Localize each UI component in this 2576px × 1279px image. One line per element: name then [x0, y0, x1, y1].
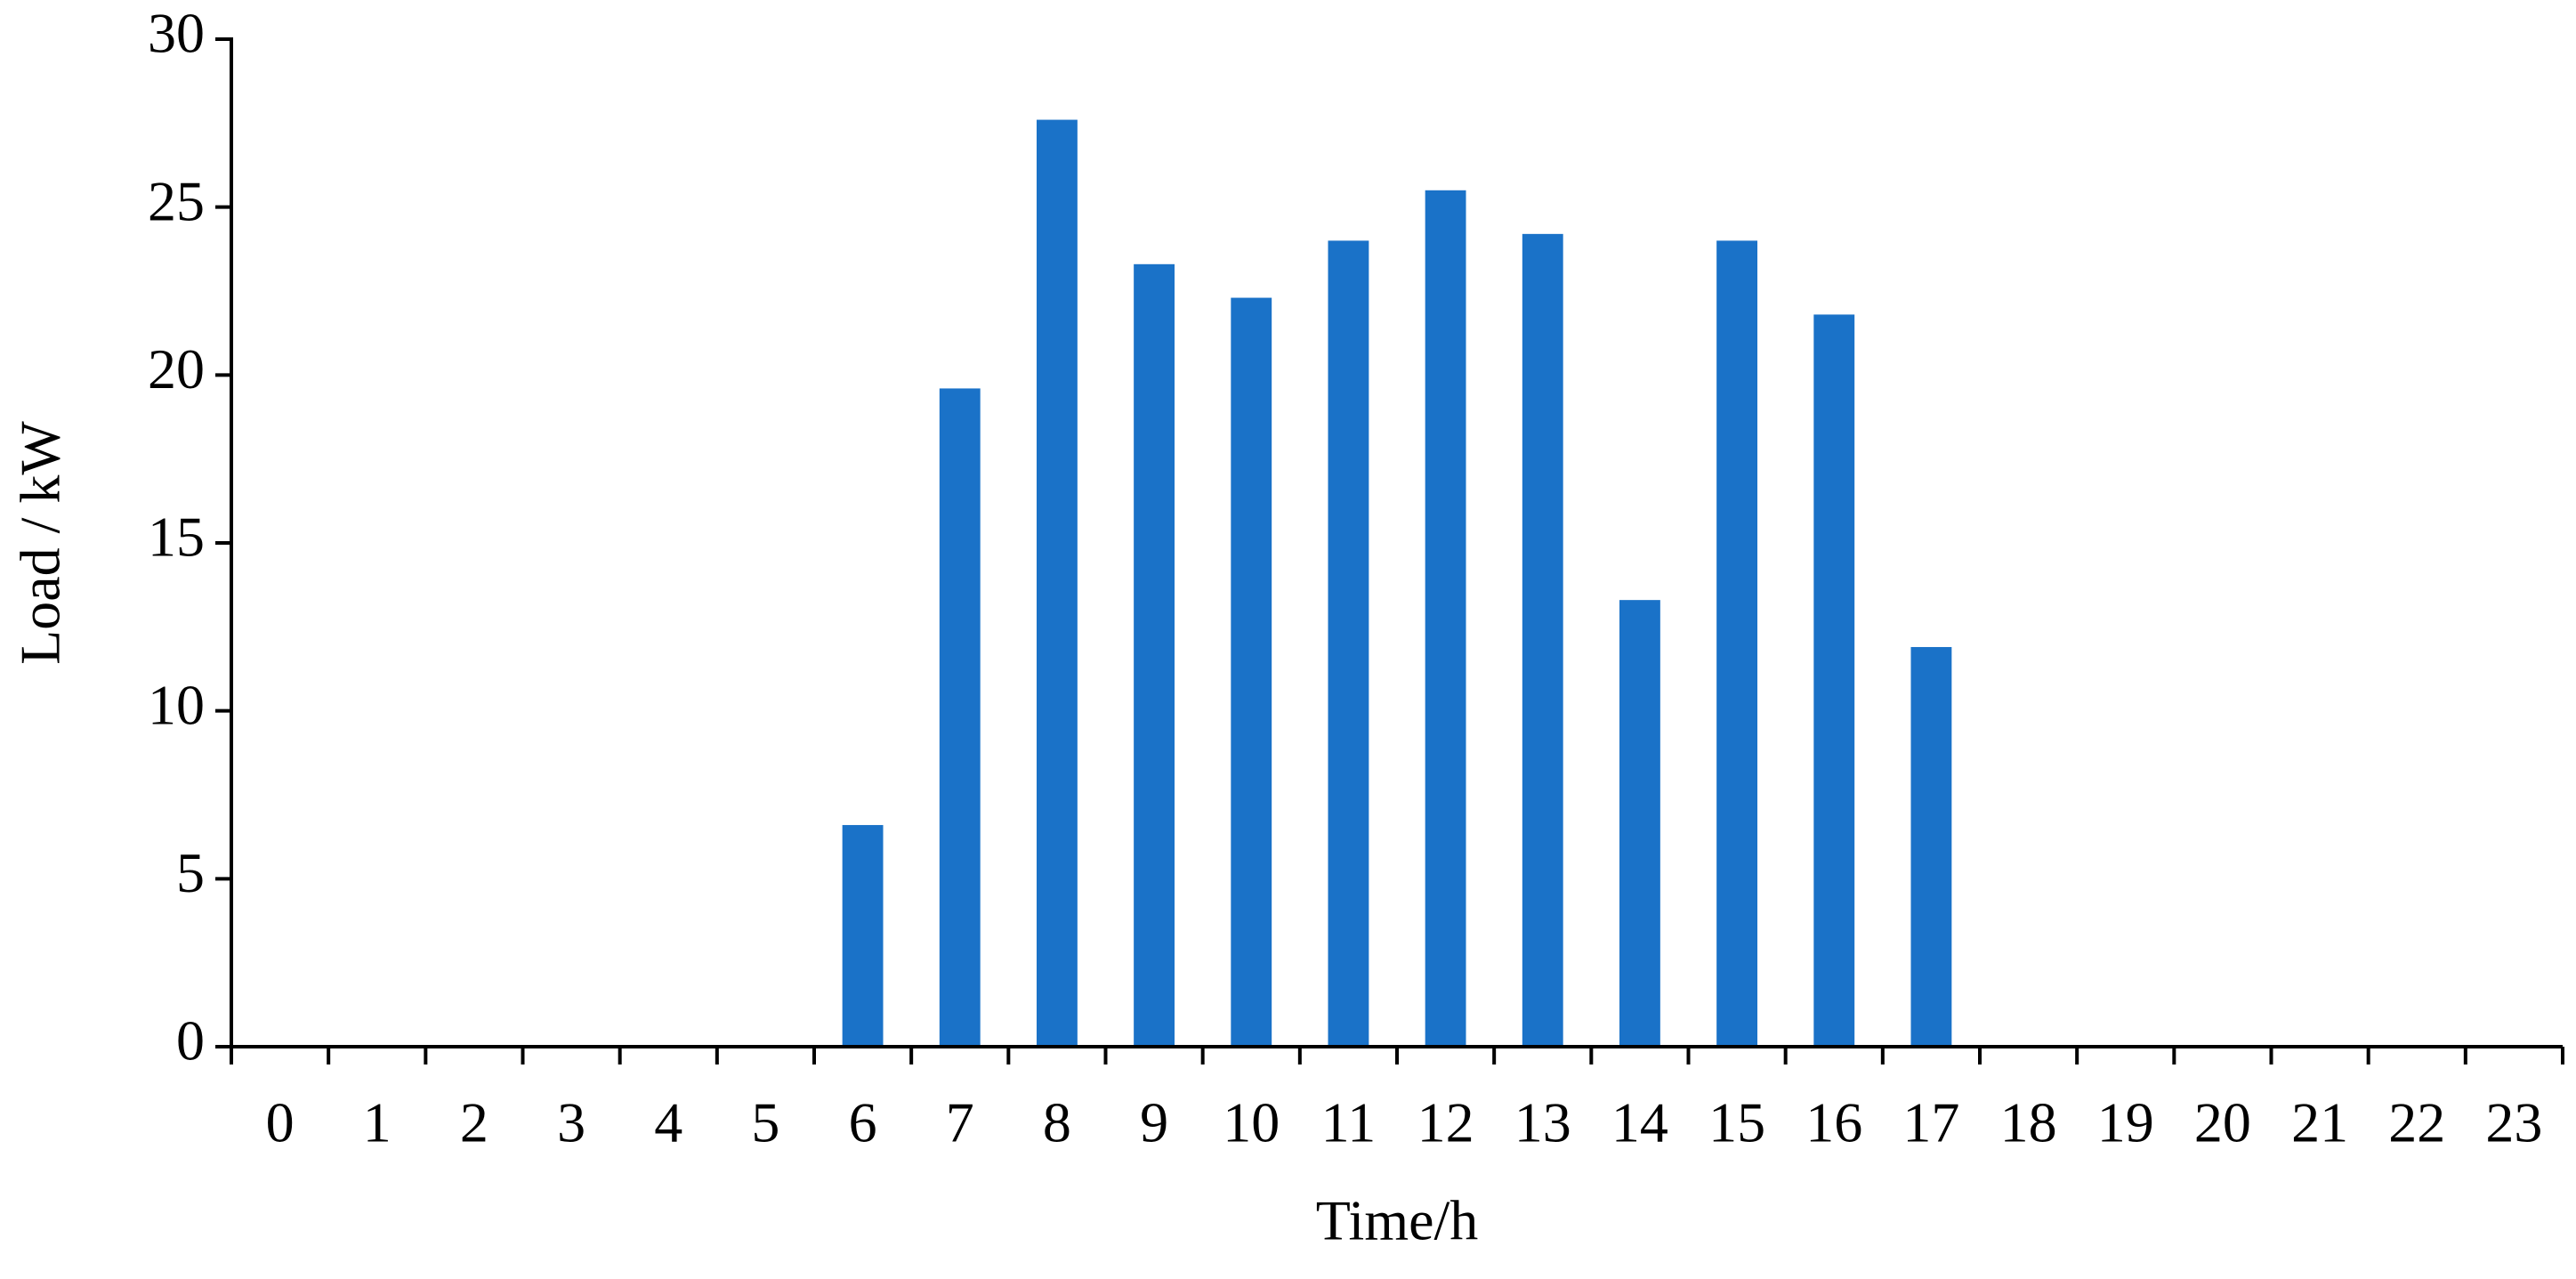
x-tick-label: 19: [2097, 1091, 2154, 1154]
x-tick-label: 13: [1514, 1091, 1571, 1154]
y-tick-label: 5: [176, 841, 205, 904]
x-tick-label: 23: [2485, 1091, 2542, 1154]
x-tick-label: 22: [2388, 1091, 2445, 1154]
bar: [1522, 233, 1563, 1047]
bar: [1716, 240, 1758, 1047]
bar: [1425, 190, 1466, 1048]
y-tick-label: 25: [148, 169, 205, 232]
y-tick-label: 30: [148, 2, 205, 65]
x-tick-label: 1: [363, 1091, 392, 1154]
x-tick-label: 20: [2194, 1091, 2251, 1154]
x-tick-label: 4: [654, 1091, 682, 1154]
bar: [1619, 600, 1660, 1047]
x-tick-label: 2: [460, 1091, 489, 1154]
bar: [939, 388, 981, 1048]
bar: [1910, 646, 1952, 1047]
x-tick-label: 9: [1140, 1091, 1168, 1154]
y-tick-label: 0: [176, 1009, 205, 1073]
x-tick-label: 11: [1321, 1091, 1377, 1154]
bar: [1813, 314, 1855, 1047]
x-tick-label: 7: [946, 1091, 974, 1154]
x-tick-label: 17: [1902, 1091, 1959, 1154]
x-tick-label: 8: [1043, 1091, 1071, 1154]
bar: [1134, 263, 1175, 1047]
x-tick-label: 10: [1223, 1091, 1280, 1154]
y-axis-label: Load / kW: [9, 421, 72, 665]
y-tick-label: 15: [148, 506, 205, 569]
x-tick-label: 5: [751, 1091, 779, 1154]
x-tick-label: 0: [266, 1091, 295, 1154]
x-axis-label: Time/h: [1316, 1189, 1479, 1252]
x-tick-label: 16: [1805, 1091, 1862, 1154]
bar: [1328, 240, 1369, 1047]
bar: [1036, 119, 1078, 1047]
bar: [1231, 297, 1272, 1048]
x-tick-label: 3: [557, 1091, 585, 1154]
y-tick-label: 10: [148, 673, 205, 736]
x-tick-label: 14: [1611, 1091, 1668, 1154]
x-tick-label: 21: [2291, 1091, 2348, 1154]
x-tick-label: 15: [1708, 1091, 1765, 1154]
bar: [842, 824, 884, 1047]
x-tick-label: 18: [2000, 1091, 2057, 1154]
x-tick-label: 6: [849, 1091, 877, 1154]
y-tick-label: 20: [148, 337, 205, 401]
x-tick-label: 12: [1417, 1091, 1474, 1154]
